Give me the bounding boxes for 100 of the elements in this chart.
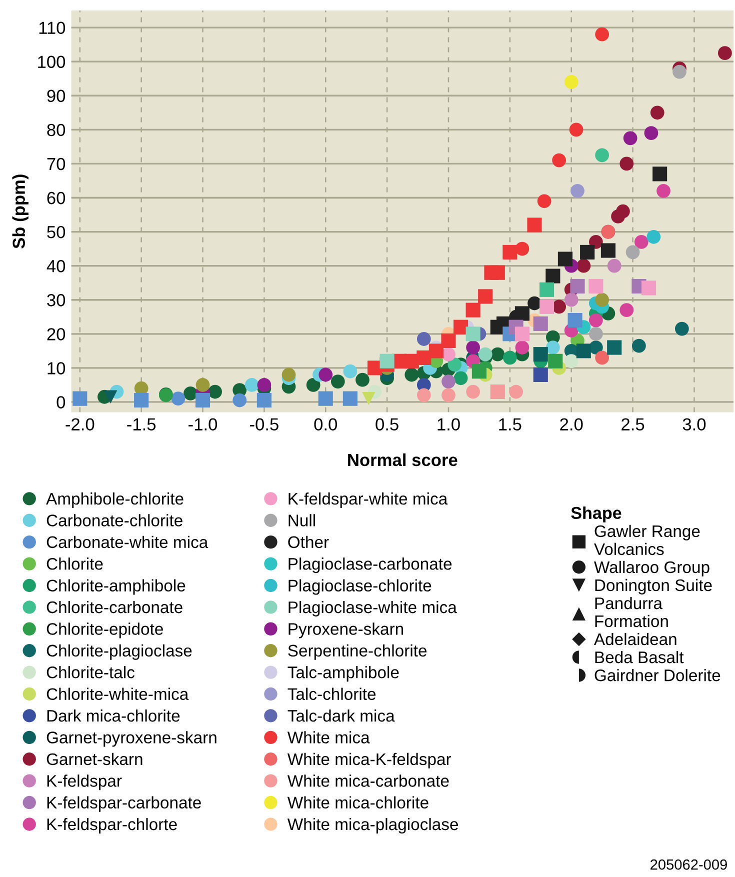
point [656,184,670,198]
legend-label: Talc-dark mica [288,709,395,722]
point [564,292,578,307]
x-tick-label: 1.0 [438,418,460,430]
legend-label: Dark mica-chlorite [47,709,180,722]
y-tick-label: 70 [47,158,66,170]
x-tick-label: -1.5 [127,418,156,430]
point [564,354,578,368]
point [453,320,468,334]
legend-label: Null [288,514,315,526]
x-tick-label: 3.0 [682,418,706,430]
legend-label: Chlorite-plagioclase [46,644,192,660]
legend-label: Wallaroo Group [594,560,710,576]
point [416,350,432,366]
point [626,245,640,260]
point [502,350,517,365]
point [490,265,505,280]
point [428,344,444,358]
point [607,340,622,355]
point [564,75,578,89]
point [674,322,689,336]
y-tick-label: 30 [47,294,66,306]
point [623,131,638,146]
point [282,368,296,382]
point [342,391,358,406]
point [588,278,604,294]
point [466,340,480,354]
point [652,166,668,182]
point [595,292,610,307]
point [514,306,530,321]
x-tick-label: 2.0 [560,418,583,430]
y-tick-label: 50 [47,226,66,238]
legend-label: White mica-K-feldspar [287,752,452,768]
point [533,316,548,331]
legend-label: White mica-carbonate [287,774,449,787]
x-tick-label: 0.0 [314,418,338,430]
y-tick-label: 10 [48,362,66,374]
point [570,278,585,294]
point [546,268,560,284]
legend-label: Chlorite-carbonate [46,600,182,614]
y-tick-label: 60 [47,192,66,204]
legend-label: Other [288,536,329,548]
point [570,184,584,198]
legend-label: Chlorite-amphibole [46,579,186,595]
legend-label: Carbonate-white mica [46,536,208,548]
point [644,126,658,140]
y-axis-title: Sb (ppm) [12,174,28,248]
point [502,244,518,260]
point [208,384,222,399]
legend-label: Chlorite-epidote [46,622,163,638]
point [632,338,646,353]
x-tick-label: -1.0 [188,418,218,430]
legend-label: Plagioclase-carbonate [288,558,452,574]
legend-label: Talc-amphibole [288,666,399,682]
point [515,242,530,256]
legend-label: Garnet-skarn [46,752,142,766]
x-tick-label: 2.5 [622,418,644,430]
legend-label: Chlorite-talc [46,666,134,678]
legend-label: Donington Suite [595,578,712,594]
legend-title: Shape [571,506,622,522]
point [306,378,320,392]
point [466,326,480,342]
point [184,386,198,400]
point [588,313,603,328]
point [552,300,566,314]
point [646,230,661,244]
point [509,384,524,399]
point [362,392,376,406]
point [533,347,548,362]
x-tick-label: -0.5 [250,418,278,430]
point [472,364,486,379]
text: 205062-009 [650,859,727,870]
point [380,354,394,368]
point [257,378,272,392]
point [195,392,210,408]
legend-label: Carbonate-chlorite [46,514,182,526]
point [595,350,610,365]
point [441,333,456,348]
legend-label: White mica [287,731,370,744]
point [672,64,686,79]
point [568,313,582,328]
point [537,194,552,208]
y-tick-label: 100 [38,56,66,68]
legend-label: Serpentine-chlorite [288,644,427,660]
legend-label: Pyroxene-skarn [288,622,404,638]
point [514,326,530,342]
point [318,368,333,382]
point [600,243,616,258]
point [404,368,419,382]
point [539,282,554,297]
point [256,392,272,408]
point [72,391,88,406]
point [580,244,595,260]
point [442,374,456,388]
legend-label: K-feldspar-carbonate [47,796,201,812]
point [620,303,634,318]
legend-label: Gawler Range Volcanics [594,524,700,556]
point [607,258,622,273]
point [318,391,333,406]
x-tick-label: -2.0 [66,418,94,430]
